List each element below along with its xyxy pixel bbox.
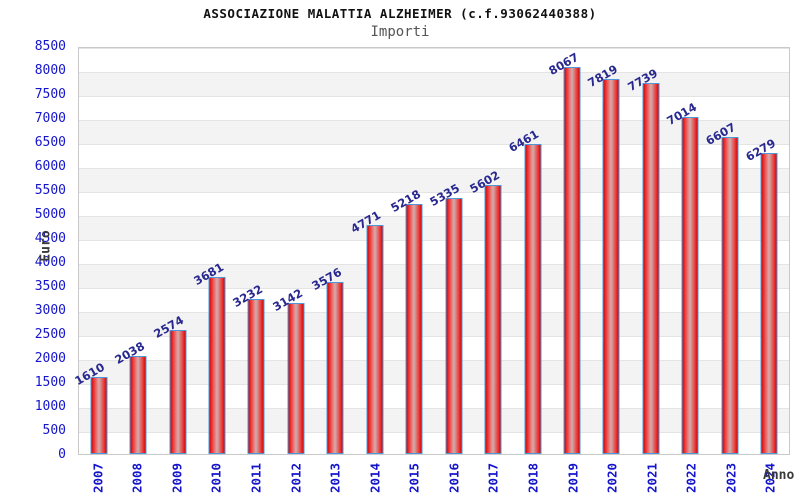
bar-slot-2016: 5335 xyxy=(428,48,473,454)
x-slot: 2021 xyxy=(632,456,672,500)
y-tick-label: 6000 xyxy=(34,159,66,175)
x-tick-label: 2019 xyxy=(565,462,581,494)
bar-slot-2019: 8067 xyxy=(546,48,591,454)
y-tick-label: 7500 xyxy=(34,87,66,103)
y-tick-label: 7000 xyxy=(34,111,66,127)
bar-2012 xyxy=(287,303,305,454)
chart-title: ASSOCIAZIONE MALATTIA ALZHEIMER (c.f.930… xyxy=(203,6,597,21)
x-tick-label: 2022 xyxy=(683,462,699,494)
bar-slot-2020: 7819 xyxy=(585,48,631,454)
x-tick-label: 2008 xyxy=(129,462,145,494)
bar-slot-2009: 2574 xyxy=(152,48,197,454)
bar-slot-2017: 5602 xyxy=(467,48,512,454)
bar-slot-2015: 5218 xyxy=(388,48,434,454)
bar-2018 xyxy=(524,144,542,454)
x-slot: 2012 xyxy=(276,456,316,500)
y-tick-label: 4500 xyxy=(34,231,66,247)
x-tick-label: 2023 xyxy=(723,462,739,494)
bar-slot-2013: 3576 xyxy=(309,48,355,454)
x-tick-label: 2018 xyxy=(525,462,541,494)
x-slot: 2011 xyxy=(236,456,276,500)
bar-2008 xyxy=(129,356,147,454)
bar-slot-2007: 1610 xyxy=(73,48,118,454)
bar-2021 xyxy=(642,83,660,454)
x-tick-label: 2014 xyxy=(367,462,383,494)
y-axis-title: Euro xyxy=(38,230,54,262)
bar-slot-2024: 6279 xyxy=(743,48,788,454)
x-tick-label: 2020 xyxy=(604,462,620,494)
x-slot: 2018 xyxy=(513,456,553,500)
x-tick-label: 2007 xyxy=(90,462,106,494)
x-slot: 2023 xyxy=(711,456,751,500)
x-tick-label: 2012 xyxy=(288,462,304,494)
x-tick-label: 2010 xyxy=(208,462,224,494)
y-tick-label: 1000 xyxy=(34,399,66,415)
bar-slot-2023: 6607 xyxy=(704,48,749,454)
x-axis-title: Anno xyxy=(763,468,795,483)
bar-2007 xyxy=(90,377,108,454)
bar-2010 xyxy=(208,277,226,454)
x-slot: 2017 xyxy=(474,456,514,500)
bar-slot-2014: 4771 xyxy=(349,48,394,454)
x-slot: 2022 xyxy=(671,456,711,500)
bar-2013 xyxy=(326,282,344,454)
x-tick-label: 2009 xyxy=(169,462,185,494)
bar-2017 xyxy=(484,185,502,454)
x-tick-label: 2013 xyxy=(327,462,343,494)
x-tick-label: 2017 xyxy=(485,462,501,494)
bar-2014 xyxy=(366,225,384,454)
y-tick-label: 5000 xyxy=(34,207,66,223)
x-tick-label: 2016 xyxy=(446,462,462,494)
y-tick-label: 2500 xyxy=(34,327,66,343)
bar-slot-2012: 3142 xyxy=(270,48,315,454)
bar-slot-2018: 6461 xyxy=(506,48,552,454)
bar-2015 xyxy=(405,204,423,454)
x-slot: 2010 xyxy=(197,456,237,500)
y-tick-label: 4000 xyxy=(34,255,66,271)
y-axis-tick-labels: 8500 8000 7500 7000 6500 6000 5500 5000 4500 4000… xyxy=(0,39,72,462)
bar-2016 xyxy=(445,198,463,454)
y-tick-label: 500 xyxy=(42,423,66,439)
bar-2020 xyxy=(602,79,620,454)
bar-2022 xyxy=(681,117,699,454)
x-slot: 2008 xyxy=(118,456,158,500)
bars-row: 1610 2038 2574 3681 3232 3142 3576 4771 5218 5335… xyxy=(73,48,789,454)
bar-2024 xyxy=(760,153,778,454)
bar-2023 xyxy=(721,137,739,454)
bar-slot-2011: 3232 xyxy=(230,48,276,454)
bar-2011 xyxy=(247,299,265,454)
chart-subtitle: Importi xyxy=(370,24,430,40)
bar-2019 xyxy=(563,67,581,454)
bar-slot-2022: 7014 xyxy=(664,48,710,454)
x-axis-tick-labels: 2007 2008 2009 2010 2011 2012 2013 2014 2015 2016… xyxy=(78,456,790,500)
y-tick-label: 2000 xyxy=(34,351,66,367)
y-tick-label: 8500 xyxy=(34,39,66,55)
x-slot: 2019 xyxy=(553,456,593,500)
x-slot: 2015 xyxy=(395,456,435,500)
x-tick-label: 2011 xyxy=(248,462,264,494)
bar-2009 xyxy=(169,330,187,454)
x-tick-label: 2021 xyxy=(644,462,660,494)
y-tick-label: 5500 xyxy=(34,183,66,199)
bar-slot-2010: 3681 xyxy=(191,48,236,454)
x-slot: 2016 xyxy=(434,456,474,500)
x-slot: 2014 xyxy=(355,456,395,500)
x-slot: 2007 xyxy=(78,456,118,500)
bar-slot-2021: 7739 xyxy=(625,48,670,454)
bar-slot-2008: 2038 xyxy=(112,48,157,454)
y-tick-label: 6500 xyxy=(34,135,66,151)
y-tick-label: 0 xyxy=(58,447,66,463)
plot-area: 1610 2038 2574 3681 3232 3142 3576 4771 5218 5335… xyxy=(73,47,790,455)
x-tick-label: 2015 xyxy=(406,462,422,494)
x-slot: 2009 xyxy=(157,456,197,500)
x-slot: 2013 xyxy=(315,456,355,500)
y-tick-label: 1500 xyxy=(34,375,66,391)
y-tick-label: 8000 xyxy=(34,63,66,79)
x-slot: 2020 xyxy=(592,456,632,500)
y-tick-label: 3500 xyxy=(34,279,66,295)
y-tick-label: 3000 xyxy=(34,303,66,319)
